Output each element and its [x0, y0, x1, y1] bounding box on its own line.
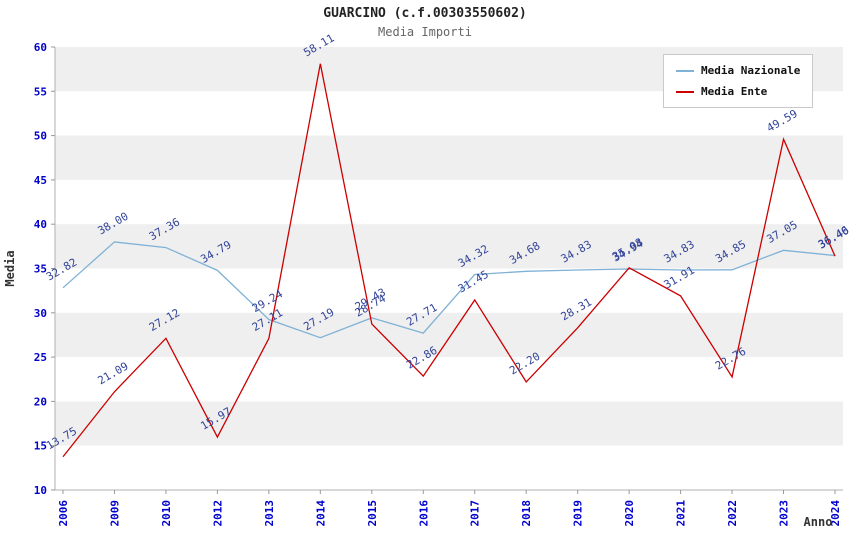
- plot-band: [55, 357, 843, 402]
- plot-band: [55, 179, 843, 225]
- y-tick-label: 60: [34, 41, 47, 54]
- x-tick-label: 2006: [57, 500, 70, 527]
- y-tick-label: 45: [34, 174, 47, 187]
- y-tick-label: 10: [34, 484, 47, 497]
- y-tick-label: 30: [34, 307, 47, 320]
- legend-label-nazionale: Media Nazionale: [701, 64, 801, 77]
- plot-band: [55, 224, 843, 269]
- x-tick-label: 2024: [829, 500, 842, 527]
- x-tick-label: 2022: [726, 500, 739, 527]
- y-tick-label: 40: [34, 218, 47, 231]
- chart-subtitle: Media Importi: [378, 25, 472, 39]
- plot-band: [55, 135, 843, 180]
- series-line-media-ente: [62, 63, 836, 458]
- y-axis-title: Media: [3, 250, 17, 286]
- y-tick-label: 55: [34, 85, 47, 98]
- x-tick-label: 2020: [623, 500, 636, 527]
- y-tick-label: 35: [34, 263, 47, 276]
- chart-title: GUARCINO (c.f.00303550602): [323, 6, 527, 21]
- plot-band: [55, 445, 843, 490]
- plot-band: [55, 312, 843, 358]
- legend-line-swatch-ente: [676, 90, 694, 93]
- y-tick-label: 50: [34, 130, 47, 143]
- x-tick-label: 2014: [314, 500, 327, 527]
- y-tick-label: 15: [34, 440, 47, 453]
- plot-band: [55, 401, 843, 446]
- x-tick-label: 2012: [211, 500, 224, 527]
- x-tick-label: 2018: [520, 500, 533, 527]
- x-tick-label: 2019: [572, 500, 585, 527]
- x-tick-label: 2017: [469, 500, 482, 527]
- y-tick-label: 20: [34, 395, 47, 408]
- x-axis-title: Anno: [804, 515, 833, 529]
- x-tick-label: 2010: [160, 500, 173, 527]
- x-tick-label: 2013: [263, 500, 276, 527]
- legend: Media Nazionale Media Ente: [663, 54, 814, 108]
- legend-label-ente: Media Ente: [701, 85, 768, 98]
- plot-band: [55, 268, 843, 313]
- series-line-media-nazionale: [62, 241, 836, 339]
- x-tick-label: 2009: [108, 500, 121, 527]
- legend-item-media-nazionale: Media Nazionale: [676, 64, 800, 77]
- y-tick-label: 25: [34, 351, 47, 364]
- x-tick-label: 2023: [778, 500, 791, 527]
- x-tick-label: 2016: [417, 500, 430, 527]
- x-tick-label: 2015: [366, 500, 379, 527]
- x-tick-label: 2021: [675, 500, 688, 527]
- legend-item-media-ente: Media Ente: [676, 85, 800, 98]
- legend-line-swatch-nazionale: [676, 69, 694, 72]
